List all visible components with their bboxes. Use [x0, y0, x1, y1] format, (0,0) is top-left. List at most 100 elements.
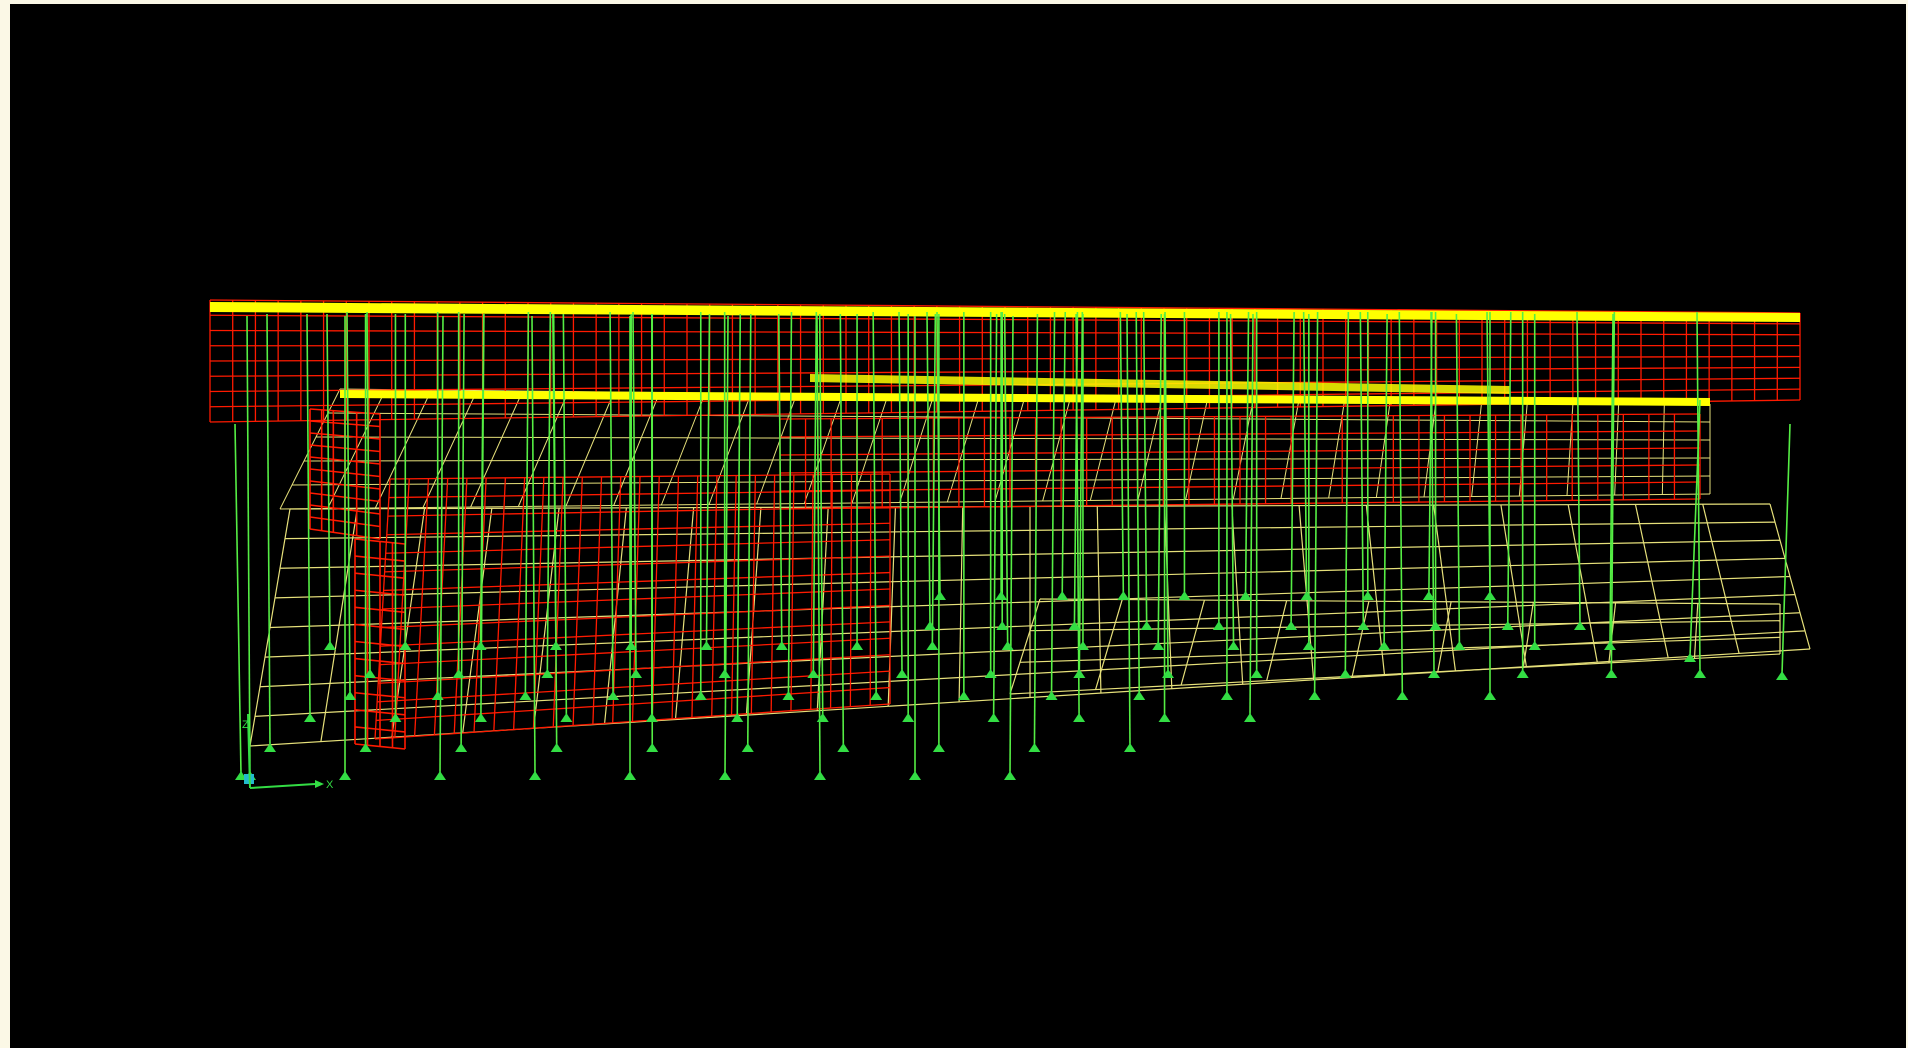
pinned-support-icon: [957, 691, 970, 700]
column-frame-line: [632, 311, 637, 673]
pinned-support-icon: [519, 691, 532, 700]
pinned-support-icon: [870, 691, 883, 700]
pinned-support-icon: [474, 713, 487, 722]
pinned-support-icon: [995, 591, 1008, 600]
pinned-support-icon: [1056, 591, 1069, 600]
wall-shell-mesh-line: [354, 572, 406, 579]
column-frame-line: [1576, 311, 1581, 625]
pinned-support-icon: [1285, 621, 1298, 630]
structural-model-view[interactable]: X Z: [10, 4, 1906, 1048]
column-frame-line: [1078, 311, 1084, 673]
upper-slab-line: [1375, 400, 1391, 498]
column-frame-line: [1164, 311, 1169, 673]
pinned-support-icon: [1244, 713, 1256, 722]
ground-grid-line: [1266, 600, 1288, 681]
column-frame-line: [1135, 311, 1141, 695]
column-frame-line: [1689, 399, 1701, 657]
pinned-support-icon: [1308, 691, 1321, 700]
wall-shell-mesh-line: [384, 555, 891, 573]
pinned-support-icon: [1239, 591, 1252, 600]
pinned-support-icon: [851, 641, 864, 650]
pinned-support-icon: [1178, 591, 1191, 600]
column-frame-line: [1609, 313, 1614, 645]
pinned-support-icon: [529, 771, 541, 780]
pinned-support-icon: [1357, 621, 1370, 630]
wall-shell-mesh-line: [382, 588, 891, 610]
pinned-support-icon: [1124, 743, 1136, 752]
pinned-support-icon: [987, 713, 1000, 722]
column-frame-line: [1290, 311, 1295, 625]
pinned-support-icon: [1133, 691, 1146, 700]
column-frame-line: [736, 313, 742, 717]
column-frame-line: [552, 313, 557, 645]
pinned-support-icon: [630, 669, 642, 678]
pinned-support-icon: [452, 669, 465, 678]
pinned-support-icon: [1396, 691, 1409, 700]
column-frame-line: [1249, 313, 1254, 717]
ground-grid-line: [1029, 620, 1781, 632]
pinned-support-icon: [431, 691, 444, 700]
wall-shell-mesh-line: [779, 430, 1701, 438]
pinned-support-icon: [541, 669, 554, 678]
column-frame-line: [1050, 311, 1056, 695]
pinned-support-icon: [550, 743, 563, 752]
pinned-support-icon: [1684, 653, 1696, 662]
upper-slab-line: [374, 389, 432, 509]
wall-shell-mesh-line: [209, 299, 1801, 314]
upper-slab-line: [303, 457, 1711, 462]
column-frame-line: [926, 311, 931, 625]
upper-slab-line: [1137, 397, 1163, 501]
column-frame-line: [1359, 311, 1365, 625]
pinned-support-icon: [1227, 641, 1240, 650]
pinned-support-icon: [924, 621, 936, 630]
ground-grid: [249, 503, 1811, 747]
upper-slab-line: [708, 393, 752, 505]
pinned-support-icon: [264, 743, 276, 752]
column-frame-line: [839, 313, 845, 747]
pinned-support-icon: [1453, 641, 1466, 650]
pinned-support-icon: [344, 691, 356, 700]
column-frame-line: [1313, 311, 1319, 695]
column-frame-line: [1455, 313, 1461, 645]
column-frame-line: [1428, 311, 1433, 595]
pinned-support-icon: [1428, 669, 1440, 678]
pinned-support-icon: [741, 743, 754, 752]
model-3d-viewport[interactable]: X Z: [10, 4, 1906, 1048]
pinned-support-icon: [932, 743, 945, 752]
pinned-support-icon: [1528, 641, 1541, 650]
wall-shell-mesh-line: [389, 473, 891, 480]
column-frame-line: [872, 311, 877, 695]
pinned-support-icon: [607, 691, 620, 700]
pinned-support-icon: [560, 713, 573, 722]
pinned-support-icon: [1300, 591, 1313, 600]
column-frame-line: [1506, 311, 1512, 625]
pinned-support-icon: [389, 713, 402, 722]
ground-grid-line: [1180, 599, 1206, 686]
pinned-support-icon: [434, 771, 446, 780]
ground-grid-line: [1039, 598, 1781, 605]
pinned-support-icon: [1028, 743, 1041, 752]
pinned-support-icon: [1073, 713, 1086, 722]
wall-shell-mesh-line: [354, 589, 406, 597]
upper-slab-line: [1661, 403, 1665, 495]
wall-shell-mesh-line: [354, 640, 406, 648]
wall-shell-mesh-line: [377, 670, 891, 703]
column-frame-line: [931, 313, 937, 645]
column-frame-line: [562, 313, 568, 717]
pinned-support-icon: [304, 713, 316, 722]
upper-slab-line: [1042, 396, 1072, 502]
wall-shell-mesh-line: [354, 606, 406, 614]
pinned-support-icon: [455, 743, 468, 752]
roof-slab-edge: [210, 302, 1800, 322]
column-frame-line: [1119, 311, 1125, 595]
pinned-support-icon: [474, 641, 487, 650]
upper-slab-line: [803, 394, 843, 504]
column-frame-line: [460, 313, 465, 747]
pinned-support-icon: [1001, 641, 1014, 650]
column-frame-line: [992, 313, 998, 717]
column-frame-line: [898, 311, 903, 673]
wall-shell-mesh-line: [354, 674, 406, 682]
global-axis-triad-icon: X Z: [242, 713, 334, 791]
pinned-support-icon: [807, 669, 820, 678]
pinned-support-icon: [934, 591, 946, 600]
